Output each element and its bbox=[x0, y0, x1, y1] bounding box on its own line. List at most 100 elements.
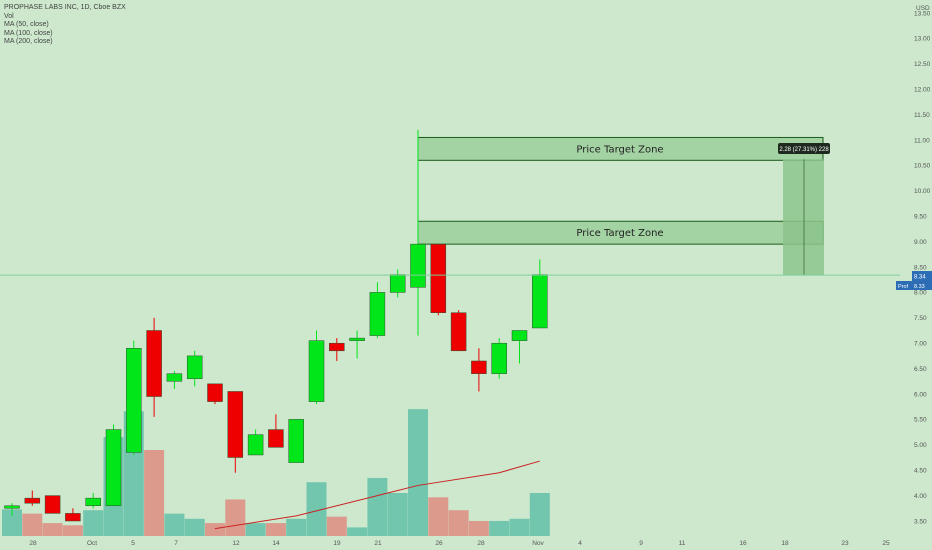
ma-badge bbox=[896, 281, 932, 290]
candles bbox=[4, 129, 548, 522]
currency-label: USD bbox=[916, 5, 930, 12]
time-tick-label: 28 bbox=[477, 540, 485, 547]
volume-bar bbox=[448, 510, 469, 536]
candle-body bbox=[24, 497, 41, 504]
time-tick-label: 5 bbox=[131, 540, 135, 547]
price-tick-label: 6.00 bbox=[914, 391, 927, 398]
price-badge bbox=[912, 271, 932, 281]
time-tick-label: 23 bbox=[841, 540, 849, 547]
candle-body bbox=[329, 342, 345, 352]
ma-line bbox=[214, 460, 540, 530]
time-tick-label: 4 bbox=[578, 540, 582, 547]
time-tick-label: 14 bbox=[272, 540, 280, 547]
measure-tool: 2.28 (27.31%) 228 bbox=[778, 143, 830, 276]
price-tick-label: 3.50 bbox=[914, 518, 927, 525]
measure-box bbox=[783, 159, 824, 276]
candle-body bbox=[207, 383, 223, 402]
price-tick-label: 8.00 bbox=[914, 290, 927, 297]
candle-body bbox=[166, 373, 183, 382]
time-tick-label: 7 bbox=[174, 540, 178, 547]
legend-ma100[interactable]: MA (100, close) bbox=[4, 29, 53, 37]
candle-body bbox=[308, 340, 325, 402]
target-zones: Price Target Zone Price Target Zone bbox=[417, 136, 824, 245]
price-tick-label: 9.50 bbox=[914, 214, 927, 221]
price-tick-label: 6.50 bbox=[914, 366, 927, 373]
candle-body bbox=[430, 243, 447, 313]
volume-bar bbox=[2, 509, 22, 536]
time-tick-label: Nov bbox=[532, 540, 544, 547]
price-tick-label: 10.50 bbox=[914, 163, 931, 170]
candle-body bbox=[288, 419, 304, 463]
measure-label-box bbox=[778, 143, 830, 154]
candle-body bbox=[4, 505, 20, 509]
volume-bar bbox=[62, 525, 83, 536]
volume-bar bbox=[225, 499, 246, 536]
price-tick-label: 7.50 bbox=[914, 315, 927, 322]
time-tick-label: 28 bbox=[29, 540, 37, 547]
volume-bar bbox=[468, 520, 489, 536]
volume-bar bbox=[387, 493, 408, 536]
price-tick-label: 11.00 bbox=[914, 137, 930, 144]
zone-label: Price Target Zone bbox=[576, 228, 663, 239]
volume-bar bbox=[347, 527, 368, 536]
moving-average bbox=[214, 460, 540, 530]
volume-bar bbox=[83, 510, 104, 536]
volume-bar bbox=[22, 513, 43, 536]
legend-ma200[interactable]: MA (200, close) bbox=[4, 38, 53, 45]
volume-bar bbox=[205, 523, 225, 536]
time-tick-label: 18 bbox=[781, 540, 789, 547]
candle-body bbox=[85, 497, 101, 507]
candle-body bbox=[146, 330, 162, 397]
candle-body bbox=[186, 355, 203, 380]
time-tick-label: 9 bbox=[639, 540, 643, 547]
badge-label-left: Prof bbox=[898, 284, 909, 290]
time-tick-label: 21 bbox=[374, 540, 382, 547]
candle-body bbox=[227, 391, 244, 458]
legend-vol[interactable]: Vol bbox=[4, 12, 14, 20]
candle-body bbox=[349, 337, 365, 341]
price-tick-label: 7.00 bbox=[914, 341, 927, 348]
time-tick-label: 26 bbox=[435, 540, 443, 547]
volume-bar bbox=[144, 450, 165, 536]
price-tick-label: 10.00 bbox=[914, 188, 931, 195]
candle-body bbox=[491, 342, 507, 374]
volume-bar bbox=[306, 482, 327, 536]
time-tick-label: Oct bbox=[87, 540, 97, 547]
candle-body bbox=[44, 495, 61, 514]
volume-bar bbox=[286, 518, 307, 536]
price-tick-label: 5.50 bbox=[914, 417, 927, 424]
legend: PROPHASE LABS INC, 1D, Cboe BZX Vol MA (… bbox=[4, 4, 126, 47]
volume-bar bbox=[245, 523, 266, 536]
measure-label: 2.28 (27.31%) 228 bbox=[779, 147, 829, 153]
price-tick-label: 13.00 bbox=[914, 36, 931, 43]
time-tick-label: 19 bbox=[333, 540, 341, 547]
candle-body bbox=[389, 274, 406, 293]
volume-bar bbox=[529, 493, 550, 536]
time-tick-label: 25 bbox=[882, 540, 890, 547]
volume-bar bbox=[326, 516, 347, 536]
price-tick-label: 4.00 bbox=[914, 493, 927, 500]
price-tick-label: 12.50 bbox=[914, 61, 931, 68]
time-tick-label: 12 bbox=[232, 540, 240, 547]
price-axis: 3.50 4.00 4.50 5.00 5.50 6.00 6.50 7.00 7.50 8.00… bbox=[0, 5, 932, 525]
price-tick-label: 11.50 bbox=[914, 112, 930, 119]
zone-label: Price Target Zone bbox=[576, 144, 663, 155]
price-tick-label: 5.00 bbox=[914, 442, 927, 449]
candle-body bbox=[410, 243, 426, 288]
candle-body bbox=[247, 434, 264, 456]
price-tick-label: 13.50 bbox=[914, 10, 931, 17]
volume-bar bbox=[184, 518, 205, 536]
candle-body bbox=[471, 360, 487, 374]
volume-bar bbox=[408, 409, 428, 536]
price-tick-label: 8.50 bbox=[914, 264, 927, 271]
volume-bar bbox=[265, 523, 286, 536]
symbol-title[interactable]: PROPHASE LABS INC, 1D, Cboe BZX bbox=[4, 4, 126, 11]
badge-label-right: 8.33 bbox=[914, 284, 925, 290]
candle-body bbox=[450, 312, 467, 352]
price-tick-label: 12.00 bbox=[914, 87, 931, 94]
time-tick-label: 11 bbox=[679, 540, 686, 547]
candle-body bbox=[105, 429, 122, 507]
legend-ma50[interactable]: MA (50, close) bbox=[4, 21, 49, 28]
candle-body bbox=[126, 348, 142, 453]
